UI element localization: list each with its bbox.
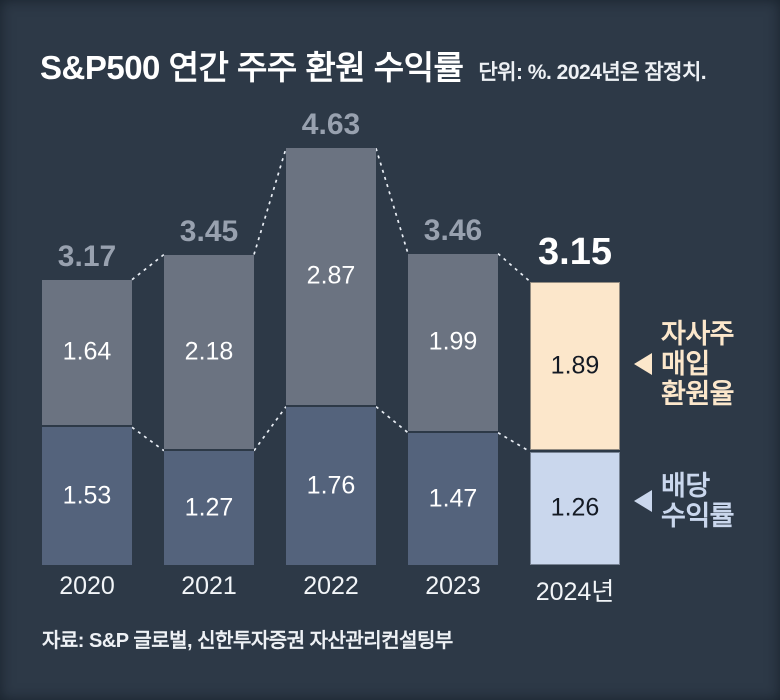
legend-dividend: 배당 수익률 bbox=[634, 471, 735, 531]
bar-2023-buyback-value: 1.99 bbox=[428, 327, 478, 356]
legend-buyback-label: 자사주 매입 환원율 bbox=[661, 319, 735, 409]
bar-2021-dividend-segment: 1.27 bbox=[164, 450, 254, 565]
year-label-2023: 2023 bbox=[425, 572, 481, 600]
bar-2020-dividend-segment: 1.53 bbox=[42, 427, 132, 565]
boundary-connector-2 bbox=[375, 405, 409, 434]
total-label-2020: 3.17 bbox=[57, 239, 117, 273]
total-connector-3 bbox=[497, 252, 531, 283]
year-label-2021: 2021 bbox=[181, 572, 237, 600]
bar-2022-dividend-value: 1.76 bbox=[306, 471, 356, 500]
bar-2022-dividend-segment: 1.76 bbox=[286, 406, 376, 565]
bar-2024-dividend-value: 1.26 bbox=[550, 493, 600, 522]
total-connector-2 bbox=[375, 148, 409, 254]
boundary-connector-1 bbox=[253, 406, 287, 452]
bar-2020-buyback-segment: 1.64 bbox=[42, 279, 132, 428]
total-connector-0 bbox=[131, 253, 165, 281]
bar-2023-dividend-value: 1.47 bbox=[428, 484, 478, 513]
bar-2020-buyback-value: 1.64 bbox=[62, 337, 112, 366]
boundary-connector-0 bbox=[131, 426, 165, 452]
year-label-2020: 2020 bbox=[59, 572, 115, 600]
bar-2022-buyback-segment: 2.87 bbox=[286, 148, 376, 407]
left-triangle-icon bbox=[634, 353, 652, 375]
bar-2021-dividend-value: 1.27 bbox=[184, 493, 234, 522]
total-label-2022: 4.63 bbox=[301, 108, 361, 142]
boundary-connector-3 bbox=[497, 431, 531, 453]
bar-2024-buyback-value: 1.89 bbox=[550, 351, 600, 380]
source-note: 자료: S&P 글로벌, 신한투자증권 자산관리컨설팅부 bbox=[42, 630, 453, 652]
total-label-2021: 3.45 bbox=[179, 214, 239, 248]
legend-dividend-label: 배당 수익률 bbox=[661, 471, 735, 531]
year-label-2024: 2024년 bbox=[535, 578, 615, 606]
chart-subtitle: 단위: %. 2024년은 잠정치. bbox=[478, 61, 707, 84]
bar-2023-buyback-segment: 1.99 bbox=[408, 253, 498, 433]
total-label-2024: 3.15 bbox=[538, 230, 612, 273]
bar-2024-dividend-segment: 1.26 bbox=[530, 451, 620, 565]
total-label-2023: 3.46 bbox=[423, 213, 483, 247]
bar-2024-buyback-segment: 1.89 bbox=[530, 281, 620, 452]
bar-2022-buyback-value: 2.87 bbox=[306, 261, 356, 290]
chart-header: S&P500 연간 주주 환원 수익률 단위: %. 2024년은 잠정치. bbox=[40, 41, 707, 89]
bar-2020-dividend-value: 1.53 bbox=[62, 481, 112, 510]
bar-2021-buyback-segment: 2.18 bbox=[164, 254, 254, 451]
left-triangle-icon bbox=[634, 490, 652, 512]
bar-2023-dividend-segment: 1.47 bbox=[408, 432, 498, 565]
bar-2021-buyback-value: 2.18 bbox=[184, 337, 234, 366]
chart-title: S&P500 연간 주주 환원 수익률 bbox=[40, 49, 464, 86]
legend-buyback: 자사주 매입 환원율 bbox=[634, 319, 735, 409]
year-label-2022: 2022 bbox=[303, 572, 359, 600]
total-connector-1 bbox=[253, 148, 287, 255]
